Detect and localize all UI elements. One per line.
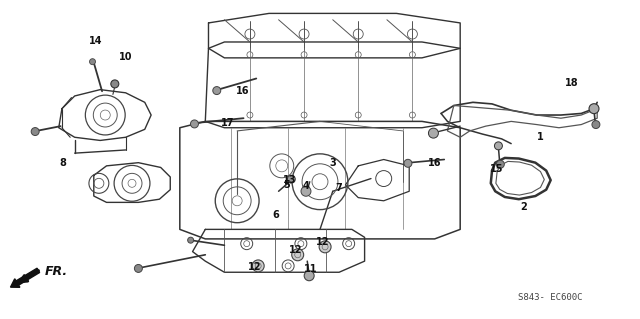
- Circle shape: [90, 59, 95, 65]
- Circle shape: [134, 264, 142, 272]
- Text: FR.: FR.: [45, 265, 68, 278]
- FancyArrow shape: [10, 268, 40, 287]
- Text: S843- EC600C: S843- EC600C: [518, 293, 583, 302]
- Circle shape: [319, 241, 331, 253]
- Text: 14: 14: [89, 36, 102, 46]
- Text: 8: 8: [60, 158, 67, 168]
- Text: 3: 3: [330, 158, 336, 168]
- Text: 12: 12: [316, 237, 330, 247]
- Text: 13: 13: [283, 174, 296, 184]
- Circle shape: [301, 186, 311, 196]
- Circle shape: [287, 175, 295, 183]
- Text: 11: 11: [304, 264, 317, 274]
- Text: 2: 2: [520, 202, 527, 212]
- Text: 7: 7: [336, 183, 342, 193]
- Circle shape: [589, 104, 599, 114]
- Text: 4: 4: [303, 182, 309, 191]
- Text: 5: 5: [284, 180, 290, 190]
- Circle shape: [292, 249, 303, 261]
- Text: 18: 18: [565, 78, 579, 88]
- Circle shape: [497, 160, 504, 168]
- Text: 16: 16: [236, 86, 249, 96]
- Circle shape: [495, 142, 502, 150]
- Text: 6: 6: [272, 210, 279, 220]
- Circle shape: [428, 128, 438, 138]
- Circle shape: [111, 80, 119, 88]
- Circle shape: [31, 128, 39, 136]
- Circle shape: [252, 260, 264, 272]
- Text: 17: 17: [221, 118, 234, 128]
- Circle shape: [404, 159, 412, 167]
- Text: 16: 16: [428, 158, 442, 168]
- Circle shape: [592, 121, 600, 129]
- Text: 10: 10: [119, 52, 132, 62]
- Circle shape: [191, 120, 198, 128]
- Circle shape: [304, 271, 314, 281]
- Text: 12: 12: [248, 263, 262, 272]
- Circle shape: [188, 237, 194, 243]
- Circle shape: [212, 86, 221, 94]
- Text: 1: 1: [536, 132, 543, 142]
- Text: 15: 15: [490, 164, 504, 174]
- Text: 12: 12: [289, 245, 303, 255]
